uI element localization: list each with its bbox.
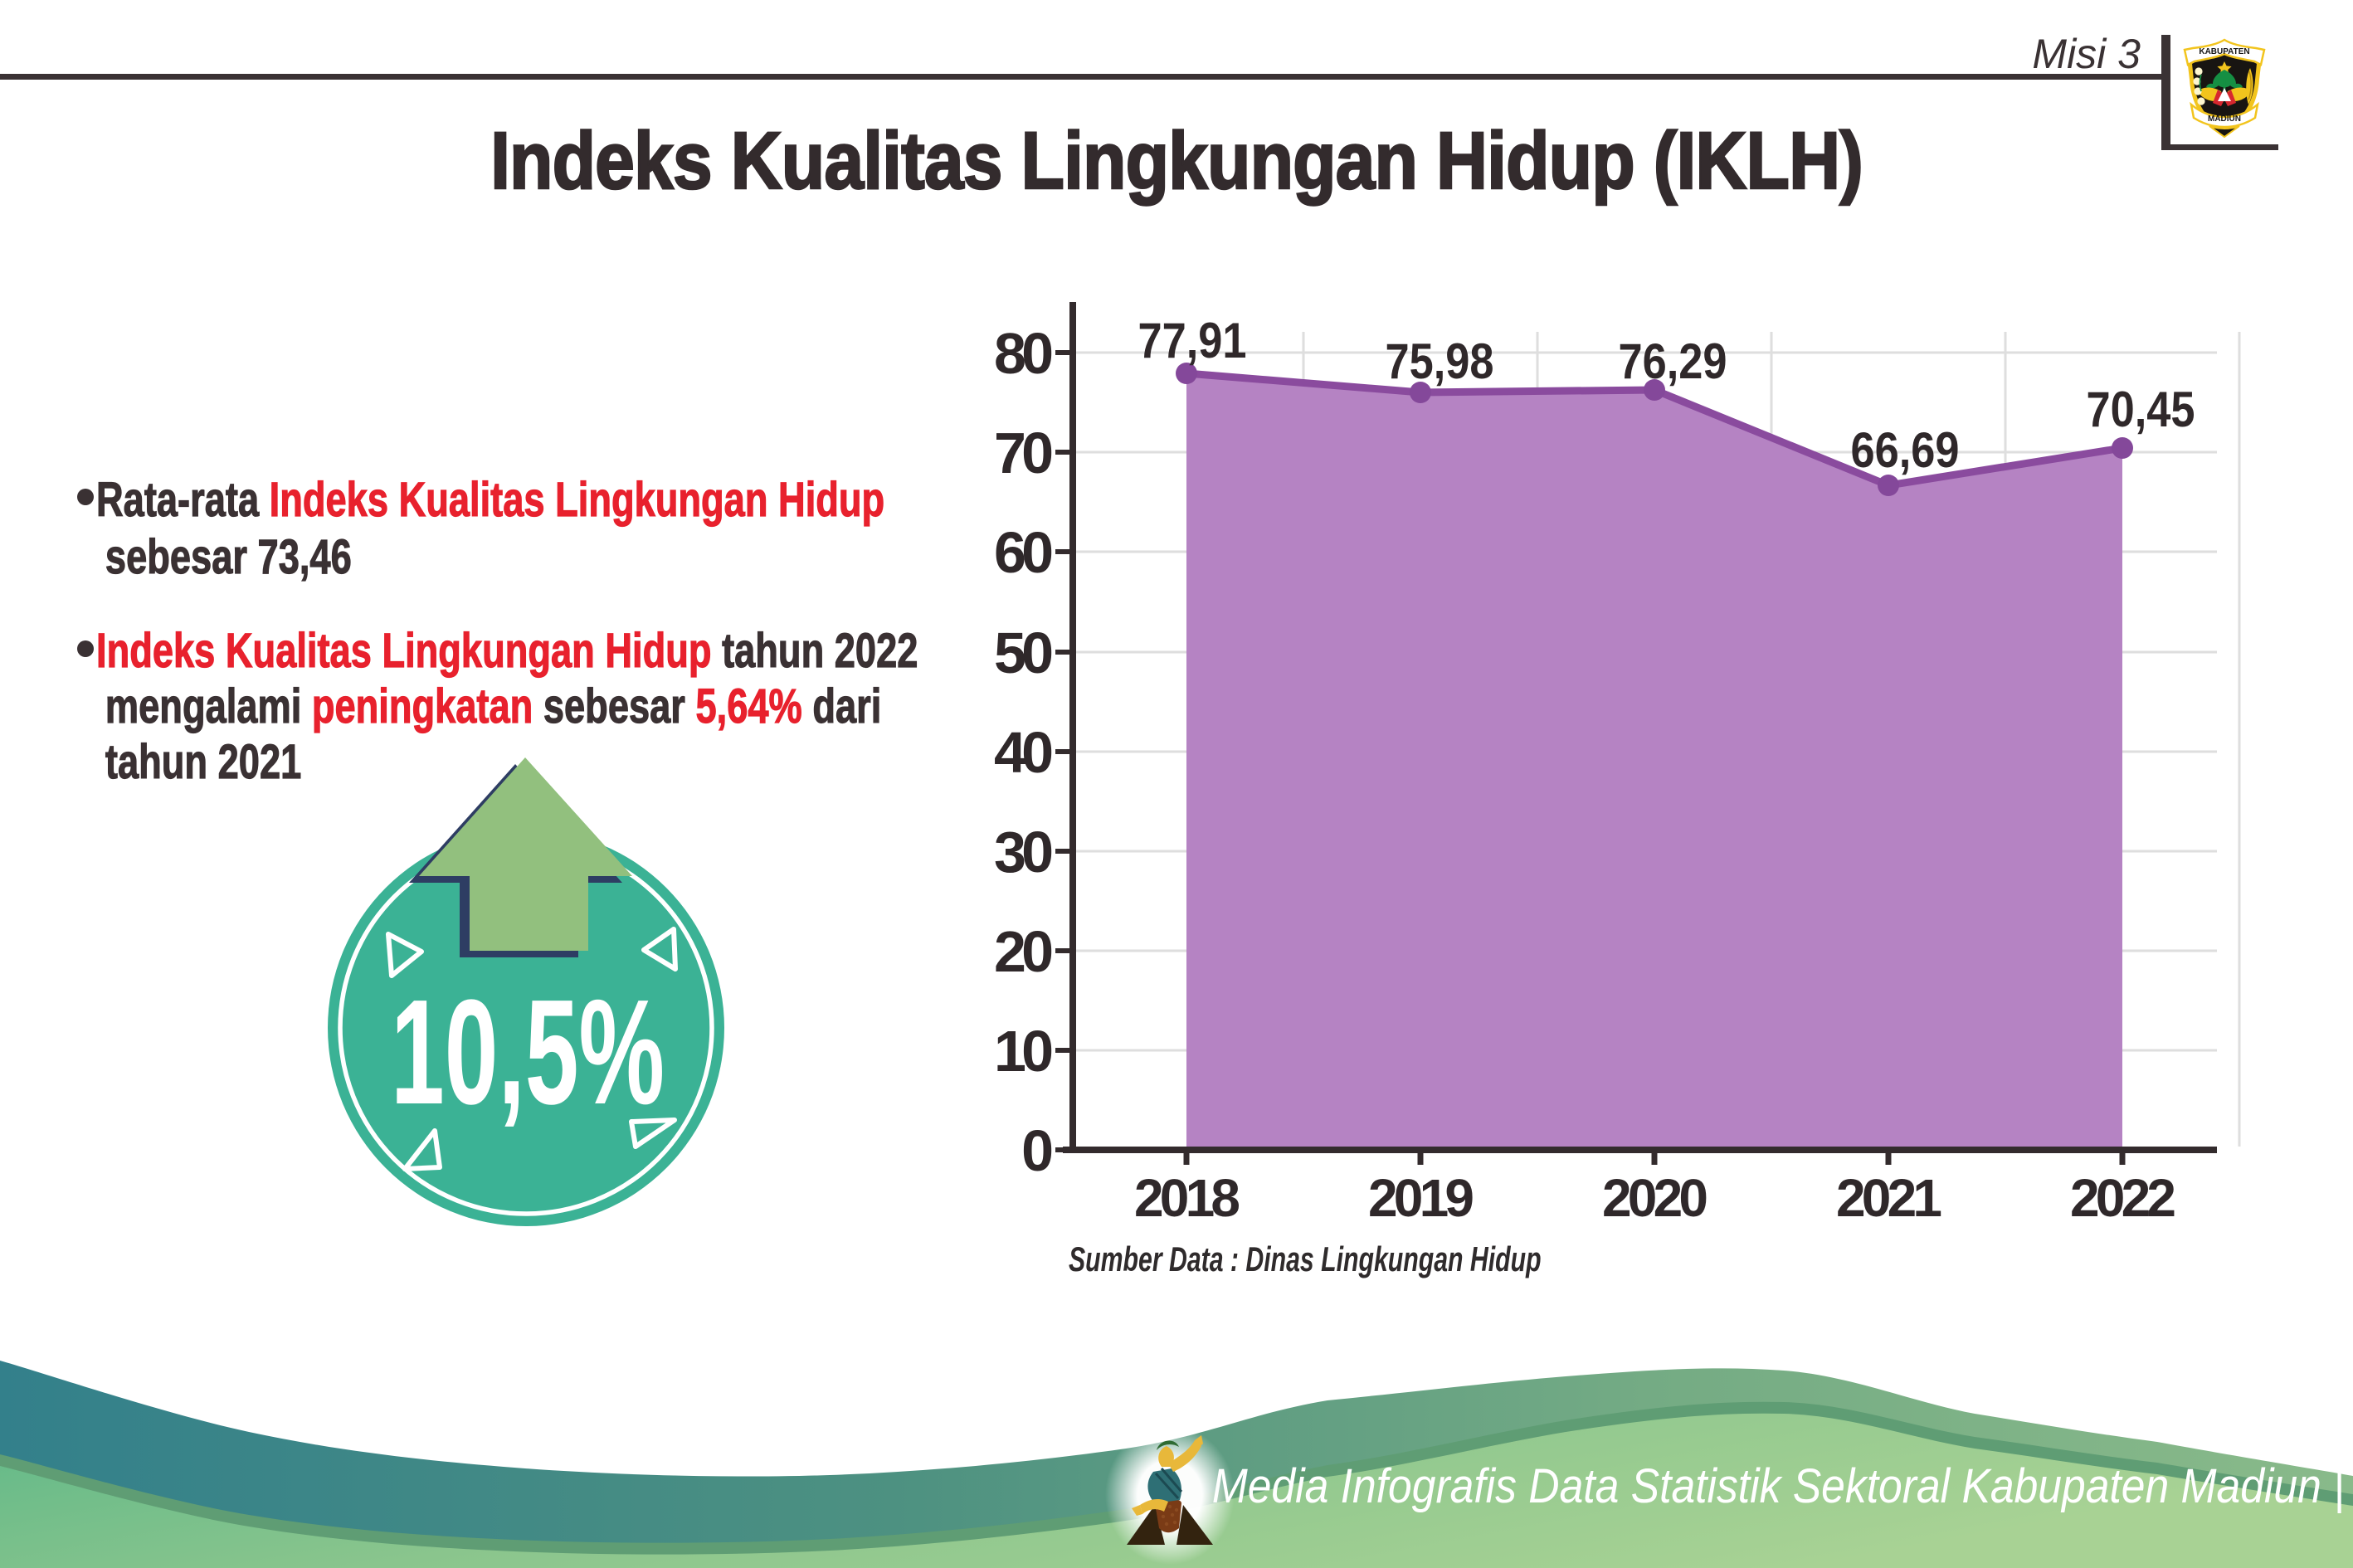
- svg-text:70,45: 70,45: [2087, 382, 2195, 437]
- svg-text:2020: 2020: [1602, 1168, 1708, 1228]
- svg-text:80: 80: [994, 321, 1054, 386]
- svg-text:10,5%: 10,5%: [391, 969, 665, 1136]
- svg-text:75,98: 75,98: [1386, 334, 1494, 389]
- svg-text:30: 30: [994, 820, 1054, 884]
- svg-text:20: 20: [994, 919, 1054, 984]
- svg-text:0: 0: [1021, 1118, 1054, 1183]
- svg-text:76,29: 76,29: [1619, 334, 1727, 389]
- svg-text:60: 60: [994, 520, 1054, 585]
- svg-text:2022: 2022: [2070, 1168, 2176, 1228]
- svg-text:70: 70: [994, 421, 1054, 485]
- svg-text:10: 10: [994, 1019, 1054, 1083]
- svg-text:50: 50: [994, 621, 1054, 685]
- svg-text:66,69: 66,69: [1851, 422, 1960, 478]
- svg-text:40: 40: [994, 720, 1054, 785]
- svg-text:77,91: 77,91: [1138, 313, 1247, 368]
- svg-text:MADIUN: MADIUN: [2208, 114, 2241, 124]
- svg-text:2019: 2019: [1368, 1168, 1474, 1228]
- svg-text:KABUPATEN: KABUPATEN: [2199, 47, 2249, 56]
- svg-text:2018: 2018: [1134, 1168, 1240, 1228]
- svg-text:2021: 2021: [1836, 1168, 1942, 1228]
